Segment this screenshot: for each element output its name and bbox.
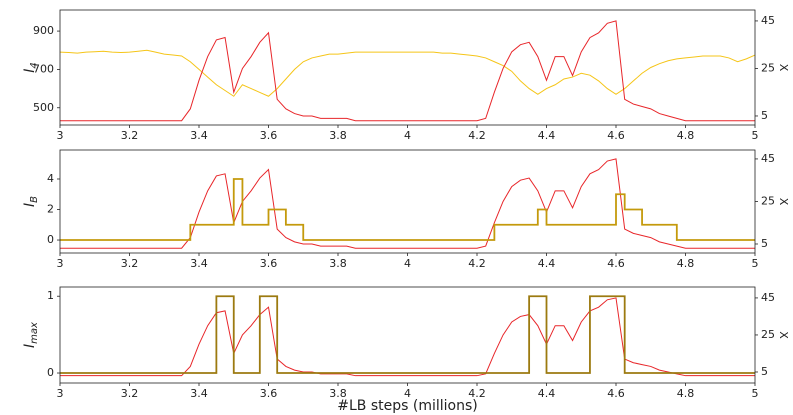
x-tick-label: 3.4: [190, 129, 208, 142]
y2-tick-label: 5: [761, 109, 768, 122]
x-tick-label: 3: [57, 129, 64, 142]
y2-axis-label: X: [777, 331, 790, 339]
x-tick-label: 5: [752, 257, 759, 270]
y2-tick-label: 45: [761, 291, 775, 304]
y2-tick-label: 25: [761, 328, 775, 341]
y2-tick-label: 25: [761, 194, 775, 207]
x-tick-label: 4.8: [677, 129, 695, 142]
data-line: [60, 158, 755, 249]
panel: 3 3.2 3.4 3.6 3.8 4 4.2 4.4 4.6 4.8 5 0 1 5 25 45 Imax X #…: [22, 286, 790, 414]
y-axis-label-main: I: [22, 203, 38, 207]
x-tick-label: 4.2: [468, 387, 486, 400]
x-tick-label: 3.2: [121, 387, 139, 400]
x-tick-label: 3.6: [260, 129, 278, 142]
y-tick-label: 4: [47, 172, 54, 185]
y-axis-label-subscript: B: [29, 196, 40, 203]
y-axis-label: I4: [22, 62, 40, 73]
y2-tick-label: 5: [761, 365, 768, 378]
y-tick-label: 700: [33, 62, 54, 75]
y-tick-label: 0: [47, 233, 54, 246]
x-tick-label: 3.8: [329, 257, 347, 270]
y-tick-label: 1: [47, 289, 54, 302]
x-tick-label: 4: [404, 129, 411, 142]
y-tick-label: 0: [47, 366, 54, 379]
x-tick-label: 3.6: [260, 387, 278, 400]
x-tick-label: 4.6: [607, 387, 625, 400]
x-tick-label: 3.8: [329, 129, 347, 142]
axes-frame: [59, 286, 756, 384]
x-tick-label: 4.6: [607, 257, 625, 270]
y2-tick-label: 25: [761, 61, 775, 74]
x-tick-label: 3.4: [190, 257, 208, 270]
x-tick-label: 3.8: [329, 387, 347, 400]
x-tick-label: 3.6: [260, 257, 278, 270]
data-line: [60, 178, 755, 241]
x-tick-label: 4.8: [677, 257, 695, 270]
x-tick-label: 4.4: [538, 257, 556, 270]
x-tick-label: 5: [752, 387, 759, 400]
y2-tick-label: 45: [761, 14, 775, 27]
y2-tick-label: 45: [761, 152, 775, 165]
data-line: [60, 20, 755, 122]
x-tick-label: 3.2: [121, 257, 139, 270]
x-tick-label: 5: [752, 129, 759, 142]
x-tick-label: 4: [404, 257, 411, 270]
x-tick-label: 3: [57, 387, 64, 400]
y-axis-label-subscript: max: [29, 322, 40, 344]
x-tick-label: 4.2: [468, 129, 486, 142]
x-tick-label: 4.8: [677, 387, 695, 400]
x-tick-label: 3: [57, 257, 64, 270]
y-axis-label: IB: [22, 196, 40, 207]
data-line: [60, 295, 755, 374]
panel: 3 3.2 3.4 3.6 3.8 4 4.2 4.4 4.6 4.8 5 500 700 900 5 25 4…: [22, 9, 790, 142]
y2-axis-label: X: [777, 198, 790, 206]
x-tick-label: 4: [404, 387, 411, 400]
x-tick-label: 3.4: [190, 387, 208, 400]
y2-axis-label: X: [777, 64, 790, 72]
y2-tick-label: 5: [761, 237, 768, 250]
x-axis-label: #LB steps (millions): [337, 398, 477, 414]
x-tick-label: 4.4: [538, 387, 556, 400]
data-line: [59, 49, 756, 97]
y-axis-label: Imax: [22, 322, 40, 348]
y-axis-label-subscript: 4: [29, 62, 40, 68]
y-axis-label-main: I: [22, 344, 38, 348]
x-tick-label: 4.6: [607, 129, 625, 142]
y-axis-label-main: I: [22, 69, 38, 73]
y-tick-label: 2: [47, 203, 54, 216]
x-tick-label: 4.4: [538, 129, 556, 142]
x-tick-label: 4.2: [468, 257, 486, 270]
data-line: [60, 297, 755, 377]
y-tick-label: 900: [33, 24, 54, 37]
x-tick-label: 3.2: [121, 129, 139, 142]
y-tick-label: 500: [33, 101, 54, 114]
